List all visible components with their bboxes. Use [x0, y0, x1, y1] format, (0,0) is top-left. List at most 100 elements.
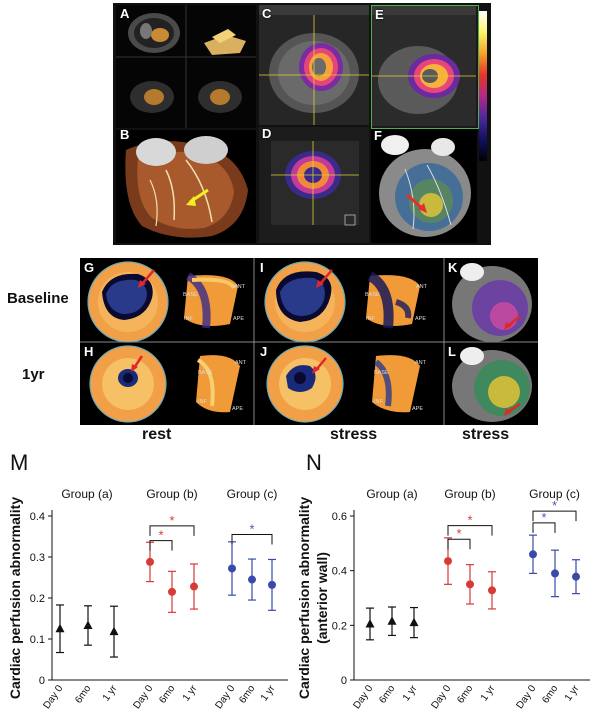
g-label-ape: APE — [233, 316, 244, 322]
chart-n-category-label-2-1: 6mo — [540, 683, 560, 706]
chart-n-category-label-0-2: 1 yr — [401, 683, 420, 704]
chart-n-point-1-2 — [488, 586, 496, 595]
panel-letter-j: J — [260, 344, 268, 359]
chart-m-category-label-0-2: 1 yr — [101, 683, 120, 704]
chart-m-category-label-0-0: Day 0 — [41, 683, 65, 711]
panel-c-fusion: C — [259, 5, 369, 125]
panel-b-image — [116, 130, 256, 243]
i-label-inf: INF — [366, 316, 376, 322]
panel-c-image — [259, 5, 369, 125]
chart-n-category-label-0-1: 6mo — [377, 683, 397, 706]
chart-n-ylabel-line-0: Cardiac perfusion abnormality — [296, 497, 312, 699]
j-label-inf: INF — [374, 399, 384, 405]
i-label-base: BASE — [365, 292, 380, 298]
g-label-base: BASE — [183, 292, 198, 298]
chart-m-ytick-label-1: 0.1 — [30, 634, 45, 646]
panel-letter-k: K — [448, 260, 458, 275]
panel-f-image — [371, 129, 477, 243]
chart-m-category-label-2-0: Day 0 — [213, 683, 237, 711]
chart-m-category-label-1-0: Day 0 — [131, 683, 155, 711]
chart-n-significance-bracket-1 — [447, 525, 493, 536]
chart-n-category-label-2-0: Day 0 — [514, 683, 538, 711]
chart-m-point-2-1 — [248, 575, 256, 584]
panel-a-image — [116, 5, 256, 128]
panel-j-bullseye — [266, 345, 344, 423]
panel-letter-e: E — [375, 7, 384, 22]
chart-m-significance-star-2: * — [249, 521, 254, 536]
chart-m-ytick-label-4: 0.4 — [30, 511, 45, 523]
panel-letter-c: C — [262, 6, 272, 21]
h-label-ape: APE — [232, 406, 243, 412]
panel-letter-g: G — [84, 260, 95, 275]
panel-g-polar-3d — [184, 272, 238, 329]
panel-b-3d-heart: B — [116, 127, 256, 243]
i-label-ant: ANT — [416, 284, 428, 290]
panel-d-image — [259, 127, 369, 243]
panel-letter-h: H — [84, 344, 94, 359]
chart-m-ytick-label-3: 0.3 — [30, 552, 45, 564]
panel-j-polar-3d — [372, 355, 420, 413]
chart-n-category-label-1-2: 1 yr — [479, 683, 498, 704]
panel-i-bullseye — [264, 261, 346, 343]
chart-m-point-1-1 — [168, 587, 176, 596]
chart-n-group-title-0: Group (a) — [366, 487, 417, 501]
chart-m-category-label-1-1: 6mo — [157, 683, 177, 706]
chart-n-significance-star-0: * — [456, 526, 461, 541]
panel-e-fusion: E — [371, 5, 479, 129]
chart-n-point-0-2 — [409, 617, 419, 627]
chart-n-group-title-1: Group (b) — [444, 487, 495, 501]
chart-n-point-1-0 — [444, 557, 452, 566]
panel-letter-f: F — [374, 128, 382, 143]
chart-n-point-0-0 — [365, 618, 375, 628]
column-label-rest: rest — [142, 426, 172, 443]
chart-m-significance-bracket-1 — [149, 525, 195, 536]
chart-m-significance-bracket-2 — [231, 533, 273, 545]
chart-n-significance-star-1: * — [467, 513, 472, 528]
chart-m-point-0-0 — [55, 623, 65, 633]
panel-e-image — [372, 6, 476, 126]
chart-n-ytick-label-2: 0.4 — [332, 566, 347, 578]
charts-area: M Cardiac perfusion abnormality 0 0.1 0.2 0.3… — [7, 450, 590, 711]
chart-n-significance-bracket-3 — [532, 510, 577, 522]
chart-m-ytick-label-2: 0.2 — [30, 593, 45, 605]
panel-a-ct-views: A — [116, 5, 256, 128]
chart-n-point-2-0 — [529, 550, 537, 559]
imaging-figure-top: A B C — [113, 3, 491, 245]
chart-m-group-title-0: Group (a) — [61, 487, 112, 501]
chart-n-point-0-1 — [387, 616, 397, 625]
panel-i-polar-3d — [366, 271, 420, 329]
chart-m-significance-star-0: * — [158, 528, 163, 543]
chart-n-category-label-1-1: 6mo — [455, 683, 475, 706]
panel-letter-b: B — [120, 127, 130, 142]
chart-m-point-1-2 — [190, 582, 198, 591]
j-label-base: BASE — [374, 370, 389, 376]
chart-n-panel-letter: N — [306, 450, 322, 475]
chart-m-category-label-2-1: 6mo — [237, 683, 257, 706]
chart-m-significance-star-1: * — [169, 513, 174, 528]
color-scale-bar — [479, 11, 487, 161]
h-label-base: BASE — [198, 370, 213, 376]
chart-m-point-0-1 — [83, 620, 93, 629]
i-label-ape: APE — [415, 316, 426, 322]
chart-n-significance-star-3: * — [552, 498, 557, 513]
g-label-ant: ANT — [234, 284, 246, 290]
panel-h-bullseye — [89, 345, 167, 423]
chart-n-ytick-label-3: 0.6 — [332, 511, 347, 523]
panel-g-bullseye — [87, 261, 169, 343]
chart-n-significance-bracket-0 — [447, 538, 471, 550]
chart-m-group-title-1: Group (b) — [146, 487, 197, 501]
bullseye-image: BASE ANT INF APE BASE ANT INF APE — [80, 258, 538, 425]
chart-n-category-label-0-0: Day 0 — [351, 683, 375, 711]
chart-n-point-1-1 — [466, 580, 474, 589]
panel-letter-i: I — [260, 260, 264, 275]
chart-m-ylabel-line-0: Cardiac perfusion abnormality — [7, 497, 23, 699]
chart-m-point-2-2 — [268, 580, 276, 589]
panel-f-fused-volume: F — [371, 128, 477, 243]
g-label-inf: INF — [184, 316, 194, 322]
chart-m-panel-letter: M — [10, 450, 28, 475]
chart-n-significance-bracket-2 — [532, 522, 556, 533]
chart-n-category-label-2-2: 1 yr — [563, 683, 582, 704]
panel-letter-l: L — [448, 344, 456, 359]
row-label-1yr: 1yr — [22, 366, 45, 383]
chart-m-group-title-2: Group (c) — [227, 487, 278, 501]
